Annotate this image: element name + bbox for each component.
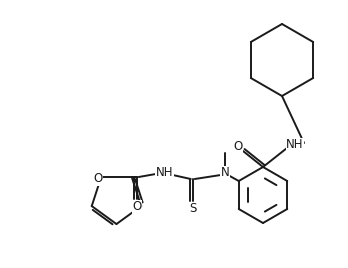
Text: S: S: [189, 203, 196, 215]
Text: O: O: [234, 140, 243, 154]
Text: NH: NH: [286, 139, 304, 151]
Text: N: N: [220, 166, 229, 180]
Text: O: O: [132, 200, 141, 214]
Text: O: O: [94, 173, 103, 185]
Text: NH: NH: [156, 166, 174, 180]
